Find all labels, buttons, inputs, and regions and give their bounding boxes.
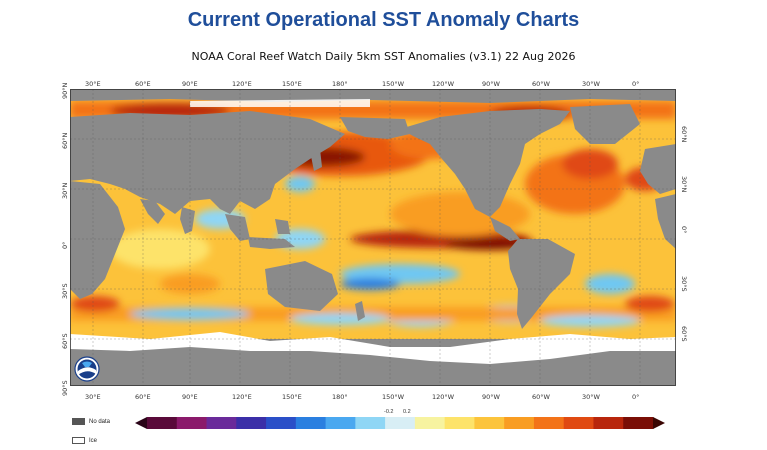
colorbar-segment <box>385 417 416 429</box>
lat-label-right-0: 60°N <box>680 126 688 143</box>
colorbar <box>135 417 665 429</box>
page-title: Current Operational SST Anomaly Charts <box>187 9 580 31</box>
lon-label-top-5: 180° <box>332 80 348 88</box>
ice-swatch <box>72 437 85 445</box>
colorbar-tick-neg: -0.2 <box>384 409 394 415</box>
lat-label-left-5: 60°S <box>61 333 69 349</box>
lat-label-left-1: 60°N <box>61 132 69 149</box>
lat-label-left-2: 30°N <box>61 182 69 199</box>
arctic-ice <box>190 99 370 107</box>
lat-label-right-1: 30°N <box>680 176 688 193</box>
lon-label-bottom-3: 120°E <box>232 393 252 401</box>
lon-label-bottom-0: 30°E <box>85 393 101 401</box>
lat-label-left-0: 90°N <box>61 82 69 99</box>
colorbar-segment <box>414 417 446 429</box>
colorbar-tick-pos: 0.2 <box>403 409 411 415</box>
colorbar-segment <box>236 417 267 429</box>
lon-label-top-2: 90°E <box>182 80 198 88</box>
colorbar-segment <box>474 417 505 429</box>
colorbar-segment <box>593 417 624 429</box>
lon-label-top-8: 90°W <box>482 80 500 88</box>
lon-label-top-3: 120°E <box>232 80 252 88</box>
colorbar-segment <box>266 417 297 429</box>
lon-label-top-7: 120°W <box>432 80 455 88</box>
lon-label-top-0: 30°E <box>85 80 101 88</box>
colorbar-segment <box>147 417 178 429</box>
noaa-logo-icon <box>74 356 100 382</box>
map-frame <box>70 89 676 386</box>
colorbar-segment <box>325 417 356 429</box>
colorbar-segment <box>176 417 208 429</box>
colorbar-segment <box>623 417 654 429</box>
sea-ice <box>70 332 676 364</box>
ice-label: Ice <box>89 437 98 444</box>
no-data-label: No data <box>89 418 111 425</box>
land-mass <box>70 104 676 329</box>
lon-label-bottom-6: 150°W <box>382 393 405 401</box>
lon-label-bottom-9: 60°W <box>532 393 550 401</box>
colorbar-segment <box>504 417 535 429</box>
lat-label-left-4: 30°S <box>61 283 69 299</box>
lon-label-bottom-7: 120°W <box>432 393 455 401</box>
colorbar-segment <box>206 417 237 429</box>
lat-label-right-4: 60°S <box>680 326 688 342</box>
lon-label-bottom-8: 90°W <box>482 393 500 401</box>
lat-label-left-3: 0° <box>61 241 69 249</box>
colorbar-segment <box>563 417 594 429</box>
lon-label-top-11: 0° <box>632 80 640 88</box>
lon-label-bottom-11: 0° <box>632 393 640 401</box>
map-canvas <box>70 89 676 386</box>
legend-no-data: No data <box>72 413 110 431</box>
lon-label-top-9: 60°W <box>532 80 550 88</box>
chart-subtitle: NOAA Coral Reef Watch Daily 5km SST Anom… <box>191 50 576 63</box>
lon-label-bottom-10: 30°W <box>582 393 600 401</box>
arctic-land <box>70 89 676 103</box>
colorbar-segment <box>444 417 475 429</box>
lon-label-top-1: 60°E <box>135 80 151 88</box>
lat-label-right-2: 0° <box>680 226 688 234</box>
lon-label-bottom-1: 60°E <box>135 393 151 401</box>
legend: No data Ice <box>72 413 110 450</box>
colorbar-segment <box>533 417 565 429</box>
lon-label-bottom-5: 180° <box>332 393 348 401</box>
lon-label-top-10: 30°W <box>582 80 600 88</box>
lat-label-left-6: 90°S <box>61 380 69 396</box>
colorbar-min-arrow <box>135 417 147 429</box>
sst-anomaly-map <box>70 89 676 386</box>
lon-label-top-4: 150°E <box>282 80 302 88</box>
legend-ice: Ice <box>72 432 110 450</box>
lon-label-bottom-4: 150°E <box>282 393 302 401</box>
colorbar-segment <box>355 417 386 429</box>
graticule <box>70 89 676 386</box>
lat-label-right-3: 30°S <box>680 276 688 292</box>
lon-label-top-6: 150°W <box>382 80 405 88</box>
lon-label-bottom-2: 90°E <box>182 393 198 401</box>
colorbar-max-arrow <box>653 417 665 429</box>
colorbar-segment <box>295 417 327 429</box>
no-data-swatch <box>72 418 85 426</box>
